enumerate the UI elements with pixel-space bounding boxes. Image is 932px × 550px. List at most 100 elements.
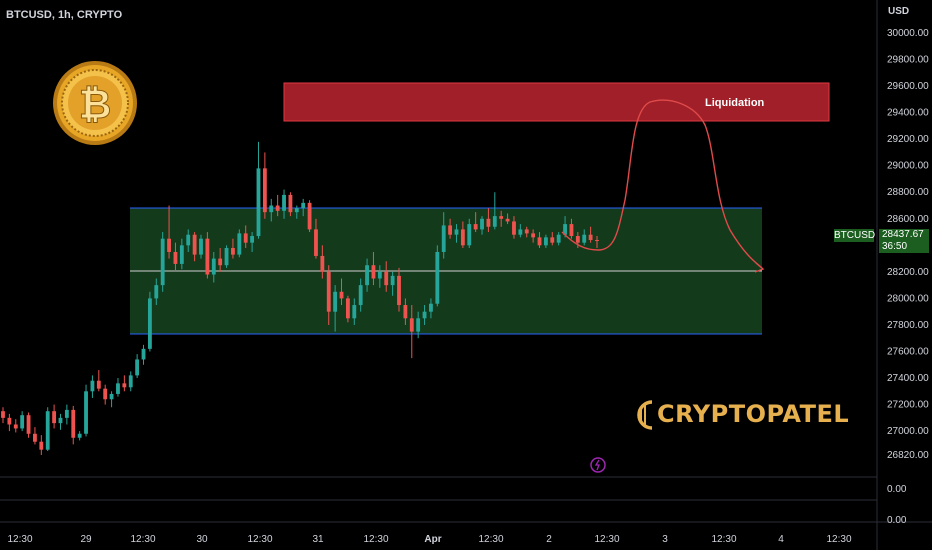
candle: [460, 221, 465, 248]
symbol-ticker[interactable]: BTCUSD, 1h, CRYPTO: [6, 9, 123, 21]
time-tick-label: 2: [546, 534, 552, 545]
candle: [339, 278, 344, 306]
candle: [13, 419, 18, 433]
candle: [467, 218, 472, 248]
candle: [358, 278, 363, 312]
candle: [345, 295, 350, 323]
candle: [556, 232, 561, 246]
time-tick-label: 12:30: [363, 534, 388, 545]
candle: [505, 213, 510, 225]
candle: [499, 210, 504, 227]
candle: [231, 238, 235, 259]
candle: [90, 375, 95, 398]
candle: [288, 192, 293, 217]
candle: [154, 278, 159, 306]
liquidation-label: Liquidation: [705, 97, 765, 109]
candle: [26, 412, 31, 438]
candle: [390, 271, 395, 296]
lightning-event-icon[interactable]: [590, 457, 606, 473]
price-tick-label: 27800.00: [887, 320, 929, 331]
candle: [473, 212, 478, 233]
candle: [218, 247, 223, 272]
candle: [333, 285, 338, 332]
candle: [365, 258, 369, 292]
candle: [486, 208, 491, 233]
candle: [256, 141, 261, 239]
candle: [224, 245, 229, 268]
candle: [64, 404, 69, 425]
cryptopatel-logo-icon: [637, 400, 653, 430]
candle: [160, 232, 165, 292]
candle: [352, 298, 357, 325]
time-tick-label: 31: [312, 534, 324, 545]
time-tick-label: 30: [196, 534, 208, 545]
time-tick-label: Apr: [424, 534, 441, 545]
candle: [307, 200, 312, 233]
candle: [103, 384, 108, 405]
candle: [518, 224, 523, 238]
candle: [550, 232, 555, 246]
candle: [77, 431, 82, 441]
candle: [122, 375, 127, 392]
candle: [147, 291, 152, 352]
time-tick-label: 29: [80, 534, 92, 545]
current-symbol-label: BTCUSD: [834, 229, 876, 242]
candle: [167, 205, 171, 259]
candle: [582, 229, 587, 246]
candle: [237, 229, 242, 258]
candle: [588, 226, 593, 243]
price-tick-label: 29400.00: [887, 108, 929, 119]
current-price-tag: 28437.67 36:50: [879, 229, 929, 253]
candle: [269, 198, 274, 222]
candle: [569, 218, 574, 239]
indicator-tick-1: 0.00: [887, 484, 907, 495]
candle: [116, 378, 120, 397]
time-tick-label: 12:30: [826, 534, 851, 545]
candle: [84, 384, 88, 437]
current-price: 28437.67: [882, 229, 924, 240]
candle: [531, 229, 536, 243]
price-tick-label: 27400.00: [887, 373, 929, 384]
candle: [441, 212, 446, 259]
price-tick-label: 28600.00: [887, 214, 929, 225]
candle: [52, 404, 57, 429]
candle: [377, 265, 382, 288]
candle: [397, 267, 401, 312]
candle: [58, 413, 63, 430]
candle: [282, 189, 286, 219]
bar-countdown: 36:50: [882, 241, 908, 252]
candle: [294, 205, 299, 219]
projection-curve: [561, 99, 763, 269]
candle: [186, 229, 191, 252]
candle: [192, 232, 197, 262]
price-tick-label: 29000.00: [887, 161, 929, 172]
candle: [135, 354, 140, 379]
candle: [205, 232, 210, 279]
price-tick-label: 29600.00: [887, 81, 929, 92]
candle: [199, 234, 203, 259]
time-tick-label: 12:30: [130, 534, 155, 545]
candle: [543, 234, 548, 248]
candle: [492, 192, 497, 230]
liquidation-zone: [283, 82, 830, 122]
candle: [179, 238, 184, 270]
currency-label: USD: [888, 6, 909, 17]
price-tick-label: 27600.00: [887, 346, 929, 357]
candle: [371, 251, 376, 286]
price-tick-label: 29200.00: [887, 134, 929, 145]
candle: [7, 413, 12, 432]
candle: [71, 405, 76, 445]
svg-text:₿: ₿: [79, 83, 112, 127]
candle: [275, 194, 280, 217]
time-tick-label: 12:30: [594, 534, 619, 545]
candle: [320, 245, 325, 279]
projection-arrowhead: [754, 262, 765, 273]
candle: [96, 370, 101, 392]
candle: [211, 251, 216, 283]
time-tick-label: 3: [662, 534, 668, 545]
candle: [301, 198, 306, 217]
candle: [595, 236, 599, 248]
candle: [173, 242, 178, 272]
